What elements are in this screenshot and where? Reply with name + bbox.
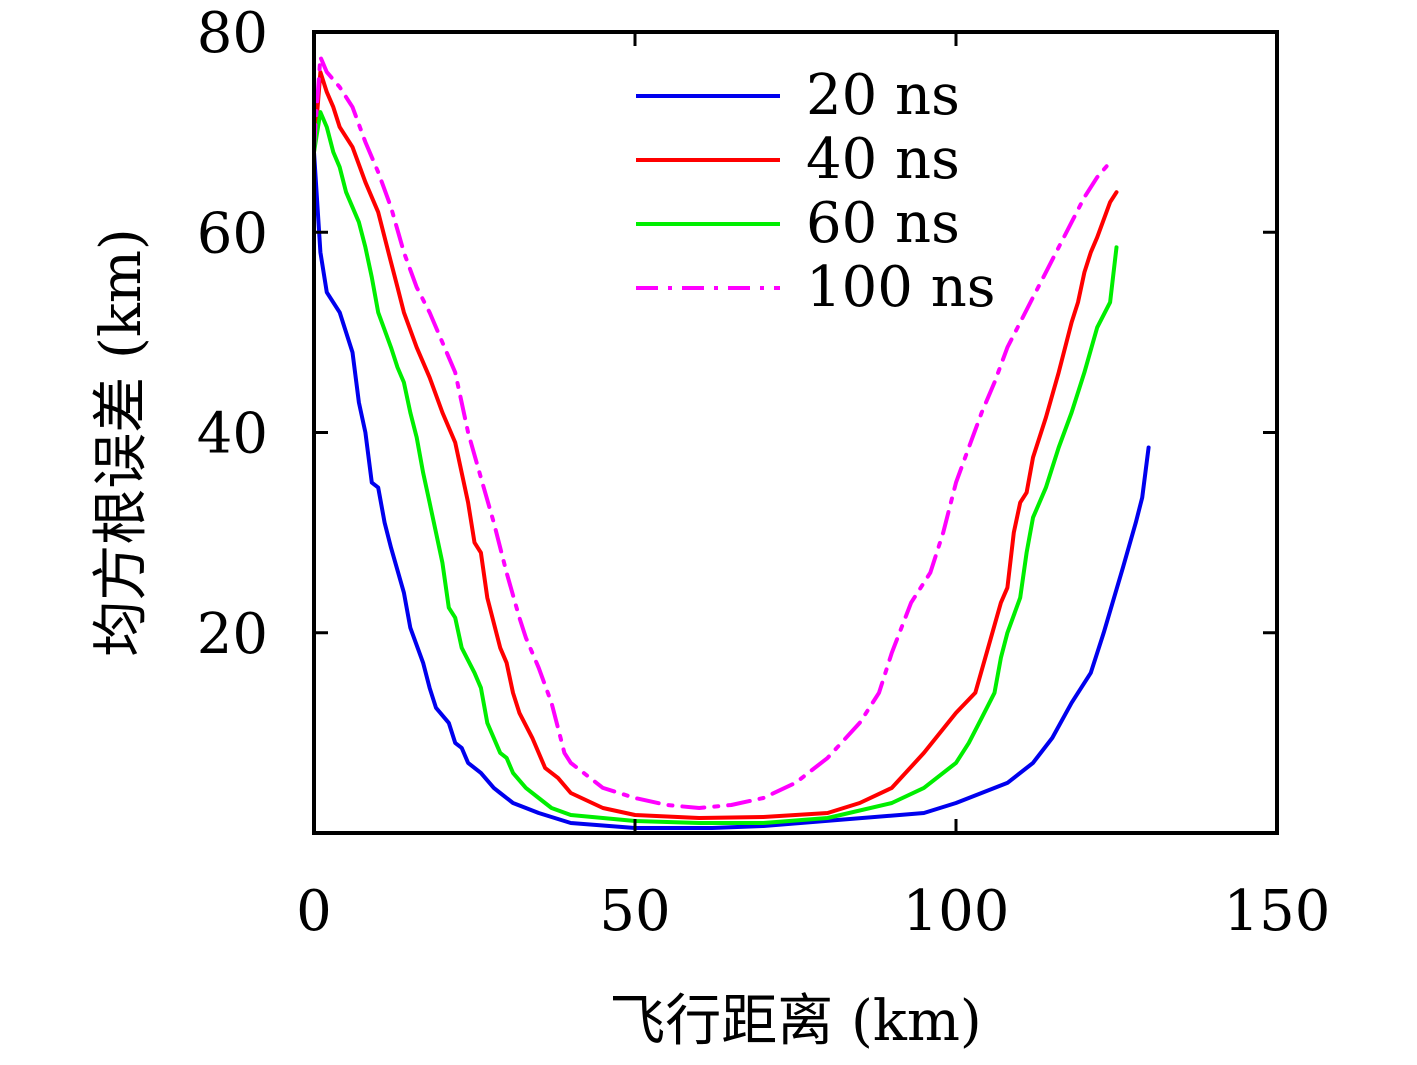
tick-layer: 0 50 100 150 20 40 60 80 [197, 1, 1331, 944]
x-tick-label: 150 [1224, 879, 1331, 944]
series-line-2 [312, 110, 1119, 825]
legend-label-1: 40 ns [806, 127, 960, 192]
x-tick-label: 50 [599, 879, 670, 944]
y-axis-title: 均方根误差 (km) [89, 228, 154, 657]
x-axis-title: 飞行距离 (km) [609, 989, 982, 1054]
legend-label-0: 20 ns [806, 63, 960, 128]
y-tick-label: 20 [197, 602, 268, 667]
series-line-1 [312, 70, 1119, 820]
series-line-3 [312, 55, 1113, 810]
series-line-0 [312, 150, 1151, 830]
legend-label-3: 100 ns [806, 255, 996, 320]
series-layer [312, 55, 1151, 830]
y-tick-label: 60 [197, 201, 268, 266]
legend-label-2: 60 ns [806, 191, 960, 256]
x-tick-label: 100 [903, 879, 1010, 944]
x-tick-label: 0 [296, 879, 332, 944]
y-tick-label: 80 [197, 1, 268, 66]
y-tick-label: 40 [197, 402, 268, 467]
